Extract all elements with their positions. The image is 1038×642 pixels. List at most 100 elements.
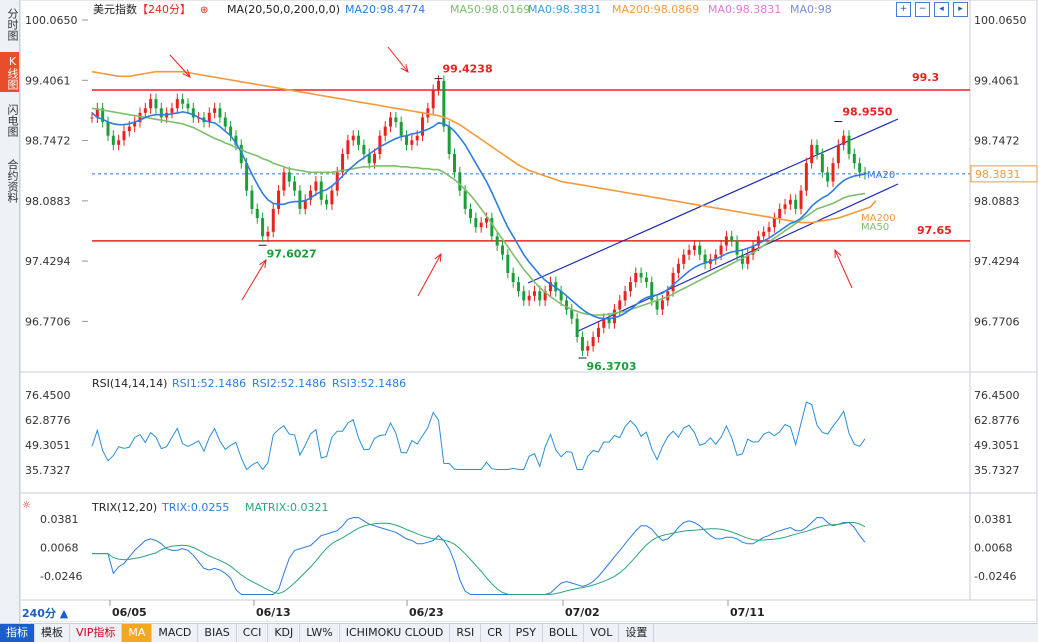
candle-body xyxy=(730,236,734,241)
candle-body xyxy=(655,300,659,310)
tab-flash[interactable]: 闪电图 xyxy=(6,103,19,137)
rsi-tick-right: 35.7327 xyxy=(974,464,1020,477)
candle-body xyxy=(564,300,568,310)
candle-body xyxy=(559,291,563,301)
price-tick-right: 98.7472 xyxy=(974,135,1020,148)
candle-body xyxy=(863,172,867,175)
candle-body xyxy=(506,254,510,273)
date-label: 07/02 xyxy=(565,606,600,619)
current-price-text: 98.3831 xyxy=(975,168,1021,181)
candle-body xyxy=(762,231,766,237)
rsi-tick-left: 35.7327 xyxy=(25,464,71,477)
candle-body xyxy=(261,218,265,237)
rsi2-label: RSI2:52.1486 xyxy=(252,377,326,390)
candle-body xyxy=(239,144,243,164)
candle-body xyxy=(415,135,419,141)
shift-right-icon[interactable]: ▸ xyxy=(953,2,968,17)
tab-intraday[interactable]: 分时图 xyxy=(6,7,19,41)
price-tick-left: 100.0650 xyxy=(25,14,78,27)
candle-body xyxy=(692,245,696,251)
candle-body xyxy=(410,140,414,145)
ma20-tag: MA20 xyxy=(867,170,895,181)
candle-body xyxy=(346,140,350,155)
tab-contract-info[interactable]: 合约资料 xyxy=(6,159,19,203)
indicator-tab-14[interactable]: VOL xyxy=(584,624,620,642)
candle-body xyxy=(820,154,824,173)
indicator-bar: 指标 模板 VIP指标 MA MACD BIAS CCI KDJ LW% ICHIMOKU CLO… xyxy=(0,623,1038,642)
arrow-1 xyxy=(169,54,191,78)
candle-body xyxy=(293,181,297,191)
candle-body xyxy=(644,277,648,283)
candle-body xyxy=(639,272,643,278)
candle-body xyxy=(383,126,387,136)
candle-body xyxy=(90,117,94,119)
indicator-tab-3[interactable]: MA xyxy=(122,624,153,642)
date-label: 06/13 xyxy=(256,606,291,619)
candle-body xyxy=(298,190,302,209)
indicator-tab-2[interactable]: VIP指标 xyxy=(70,624,123,642)
candle-body xyxy=(570,309,574,319)
candle-body xyxy=(223,117,227,127)
indicator-tab-4[interactable]: MACD xyxy=(152,624,199,642)
candle-body xyxy=(367,154,371,164)
arrow-2 xyxy=(387,46,409,73)
candle-body xyxy=(516,282,520,292)
candle-body xyxy=(117,140,121,145)
rsi-tick-left: 76.4500 xyxy=(25,389,71,402)
indicator-tab-7[interactable]: KDJ xyxy=(268,624,301,642)
price-tick-right: 96.7706 xyxy=(974,315,1020,328)
candle-body xyxy=(373,154,377,164)
settings-icon[interactable]: ⊕ xyxy=(200,5,208,16)
price-tick-left: 96.7706 xyxy=(25,315,71,328)
rsi1-label: RSI1:52.1486 xyxy=(172,377,246,390)
trix-tick-right: -0.0246 xyxy=(974,570,1016,583)
arrow-5-head xyxy=(834,248,842,259)
indicator-tab-6[interactable]: CCI xyxy=(237,624,269,642)
candle-body xyxy=(799,190,803,209)
indicator-tab-0[interactable]: 指标 xyxy=(0,624,35,642)
swing-label-1: 97.6027 xyxy=(267,247,317,260)
indicator-tab-13[interactable]: BOLL xyxy=(543,624,585,642)
candle-body xyxy=(474,218,478,228)
candle-body xyxy=(767,227,771,232)
header-text-6: MA200:98.0869 xyxy=(612,3,699,16)
candle-body xyxy=(111,135,115,145)
rsi-tick-right: 49.3051 xyxy=(974,439,1020,452)
zoom-in-icon[interactable]: + xyxy=(896,2,911,17)
candle-body xyxy=(511,272,515,283)
candle-body xyxy=(181,99,185,104)
candle-body xyxy=(213,108,217,113)
candle-body xyxy=(287,172,291,182)
candle-body xyxy=(453,154,457,173)
shift-left-icon[interactable]: ◂ xyxy=(934,2,949,17)
indicator-tab-12[interactable]: PSY xyxy=(510,624,543,642)
candle-body xyxy=(612,309,616,324)
zoom-out-icon[interactable]: − xyxy=(915,2,930,17)
candle-body xyxy=(271,208,275,232)
arrow-1-head xyxy=(182,69,191,78)
kline-chart[interactable]: 美元指数 【240分】 MA(20,50,0,200,0,0) MA20:98.477… xyxy=(20,0,1038,622)
indicator-tab-5[interactable]: BIAS xyxy=(198,624,237,642)
candle-body xyxy=(538,291,542,301)
price-tick-left: 98.0883 xyxy=(25,195,71,208)
ma200-line xyxy=(91,70,877,224)
candle-body xyxy=(527,295,531,301)
indicator-tab-15[interactable]: 设置 xyxy=(619,624,655,642)
candle-body xyxy=(447,126,451,155)
rsi3-label: RSI3:52.1486 xyxy=(332,377,406,390)
indicator-tab-9[interactable]: ICHIMOKU CLOUD xyxy=(340,624,451,642)
period-selector[interactable]: 240分 ▲ xyxy=(22,607,69,620)
indicator-tab-10[interactable]: RSI xyxy=(450,624,482,642)
candle-body xyxy=(543,291,547,301)
trix-tick-left: -0.0246 xyxy=(40,570,82,583)
candle-body xyxy=(234,135,238,145)
candle-body xyxy=(101,108,105,123)
indicator-tab-11[interactable]: CR xyxy=(481,624,510,642)
trix-tick-left: 0.0381 xyxy=(40,513,79,526)
tab-kline[interactable]: K线图 xyxy=(0,52,19,92)
indicator-tab-8[interactable]: LW% xyxy=(300,624,340,642)
indicator-tab-1[interactable]: 模板 xyxy=(35,624,70,642)
trix-tick-left: 0.0068 xyxy=(40,541,79,554)
trix-settings-icon[interactable]: ☼ xyxy=(22,500,31,511)
candle-body xyxy=(207,112,211,123)
